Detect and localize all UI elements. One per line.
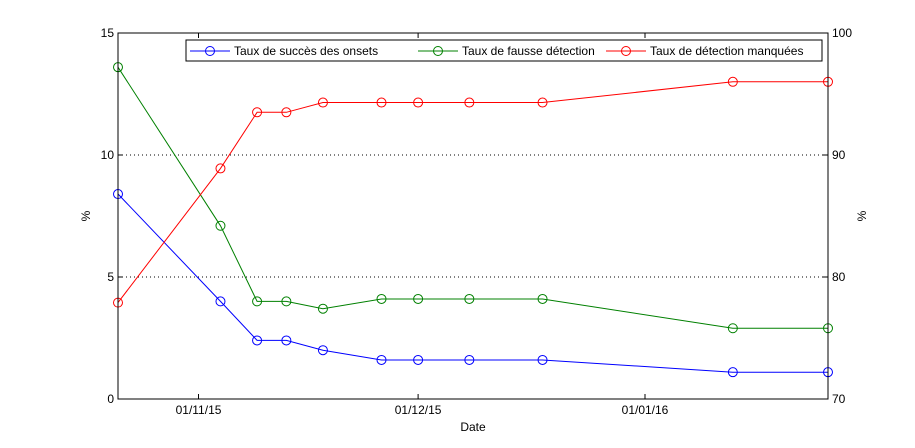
x-axis-label: Date (460, 420, 486, 434)
data-point (281, 296, 292, 307)
data-point (376, 354, 387, 365)
data-point (464, 293, 475, 304)
legend-box (185, 39, 823, 62)
y-tick-label-right: 70 (832, 392, 846, 406)
data-point (376, 293, 387, 304)
y-tick-label-right: 90 (832, 148, 846, 162)
data-point (317, 303, 328, 314)
legend-label: Taux de fausse détection (462, 44, 595, 58)
data-point (413, 293, 424, 304)
y-axis-label-left: % (79, 210, 93, 221)
data-point (317, 97, 328, 108)
data-point (727, 76, 738, 87)
axes: 0 5 10 15 70 80 90 100 01/11/15 01/12/15 01/01/16 (101, 26, 853, 417)
legend-marker (621, 46, 631, 56)
data-point (215, 163, 226, 174)
data-point (464, 97, 475, 108)
x-tick-label: 01/11/15 (176, 403, 222, 417)
y-tick-label-right: 80 (832, 270, 846, 284)
y-axis-label-right: % (855, 210, 869, 221)
data-point (252, 335, 263, 346)
series-2 (113, 62, 833, 334)
series-1 (113, 189, 833, 378)
plot-frame (117, 32, 829, 400)
legend-marker (433, 46, 443, 56)
data-point (537, 293, 548, 304)
data-point (376, 97, 387, 108)
legend: Taux de succès des onsets Taux de fausse … (185, 39, 823, 62)
series-line (117, 81, 828, 303)
data-point (727, 323, 738, 334)
legend-label: Taux de détection manquées (650, 44, 803, 58)
data-point (215, 296, 226, 307)
gridlines (118, 154, 828, 278)
data-point (727, 367, 738, 378)
y-tick-label-left: 10 (101, 148, 115, 162)
series-3 (113, 76, 833, 308)
data-point (464, 354, 475, 365)
y-tick-label-left: 5 (107, 270, 114, 284)
y-tick-label-right: 100 (832, 26, 852, 40)
data-point (537, 354, 548, 365)
data-point (252, 107, 263, 118)
data-point (281, 335, 292, 346)
plot-series (113, 62, 833, 378)
data-point (537, 97, 548, 108)
data-point (413, 97, 424, 108)
y-tick-label-left: 0 (107, 392, 114, 406)
data-point (281, 107, 292, 118)
series-line (117, 66, 828, 329)
data-point (215, 220, 226, 231)
data-point (252, 296, 263, 307)
legend-marker (205, 46, 215, 56)
y-tick-label-left: 15 (101, 26, 115, 40)
x-tick-label: 01/12/15 (395, 403, 442, 417)
data-point (413, 354, 424, 365)
data-point (317, 345, 328, 356)
legend-label: Taux de succès des onsets (234, 44, 378, 58)
series-line (117, 193, 828, 373)
x-tick-label: 01/01/16 (622, 403, 669, 417)
